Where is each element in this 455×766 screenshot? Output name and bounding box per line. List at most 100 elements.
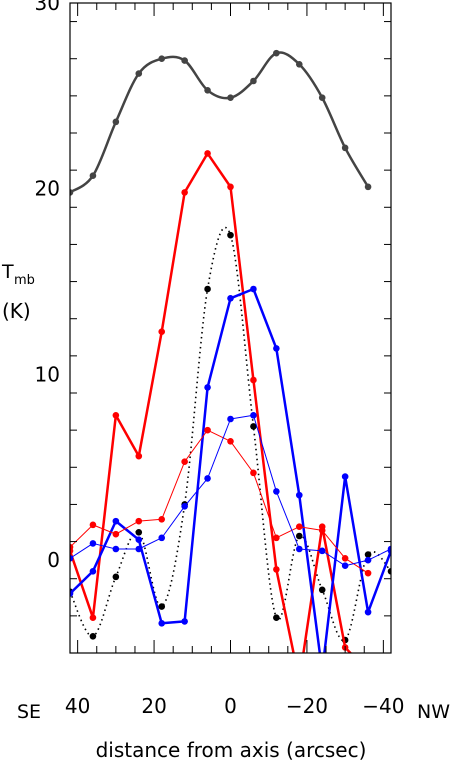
data-point <box>158 328 166 336</box>
data-point <box>181 618 188 625</box>
data-point <box>112 573 120 581</box>
data-point <box>70 554 74 562</box>
data-point <box>296 678 303 685</box>
data-point <box>158 534 166 542</box>
x-axis-right-label: NW <box>417 701 450 723</box>
y-tick-label: 30 <box>35 0 60 15</box>
data-point <box>204 384 211 391</box>
data-point <box>273 49 280 57</box>
data-point <box>273 534 280 542</box>
data-point <box>295 545 303 553</box>
series-line-3 <box>70 152 353 653</box>
data-point <box>204 475 211 482</box>
data-point <box>135 528 143 536</box>
data-point <box>364 183 372 191</box>
data-point <box>135 545 143 553</box>
data-point <box>204 86 211 94</box>
data-point <box>295 491 303 499</box>
data-point <box>135 536 143 544</box>
data-point <box>273 488 280 495</box>
data-point <box>158 603 166 610</box>
data-point <box>250 77 257 85</box>
data-point <box>158 55 166 63</box>
data-point <box>89 614 97 622</box>
data-point <box>135 70 143 77</box>
data-point <box>112 545 120 553</box>
data-point <box>227 183 234 191</box>
data-point <box>250 376 257 384</box>
data-point <box>181 458 188 466</box>
data-point <box>70 590 74 597</box>
ticks-layer <box>70 3 391 654</box>
data-point <box>70 189 74 196</box>
y-tick-label: 0 <box>47 548 60 572</box>
data-point <box>365 668 372 675</box>
data-point <box>227 231 234 239</box>
data-point <box>112 530 120 538</box>
data-point <box>89 521 97 529</box>
data-point <box>112 118 120 126</box>
data-point <box>387 567 391 575</box>
data-point <box>112 517 120 525</box>
data-point <box>227 437 234 445</box>
data-point <box>204 285 211 293</box>
y-tick-label: 10 <box>35 362 60 386</box>
data-point <box>318 586 326 594</box>
data-point <box>295 60 303 68</box>
data-point <box>341 144 349 152</box>
data-point <box>181 57 188 64</box>
data-point <box>273 566 280 573</box>
data-point <box>250 285 257 293</box>
data-point <box>204 150 211 157</box>
data-point <box>227 415 234 423</box>
x-tick-label: 20 <box>141 694 166 718</box>
x-tick-label: −20 <box>286 694 328 718</box>
data-point <box>227 94 234 102</box>
data-point <box>387 545 391 553</box>
data-point <box>181 502 188 510</box>
data-point <box>341 562 349 570</box>
data-point <box>273 614 280 622</box>
data-point <box>70 543 74 551</box>
y-tick-label: 20 <box>35 177 60 201</box>
data-point <box>89 632 97 640</box>
data-point <box>341 554 349 562</box>
data-point <box>112 411 120 419</box>
y-axis-label-main: T <box>1 261 14 283</box>
data-point <box>204 426 211 434</box>
data-point <box>295 532 303 540</box>
data-point <box>273 345 280 352</box>
data-point <box>89 172 97 180</box>
x-axis-title: distance from axis (arcsec) <box>96 738 367 762</box>
data-point <box>319 668 326 675</box>
data-point <box>295 523 303 531</box>
data-point <box>364 569 372 577</box>
x-tick-label: −40 <box>362 694 404 718</box>
data-point <box>89 567 97 575</box>
data-point <box>158 515 166 523</box>
x-axis-left-label: SE <box>17 701 41 723</box>
data-point <box>158 619 166 627</box>
data-point <box>227 294 234 302</box>
data-point <box>364 551 372 558</box>
x-tick-label: 40 <box>65 694 90 718</box>
data-point <box>364 608 372 616</box>
data-point <box>181 189 188 196</box>
data-point <box>318 527 326 534</box>
series-line-5 <box>70 429 369 574</box>
data-point <box>89 540 97 547</box>
x-tick-label: 0 <box>224 694 237 718</box>
series-line-1 <box>70 51 370 194</box>
data-point <box>341 473 349 480</box>
series-line-4 <box>70 287 391 653</box>
series-layer <box>70 49 391 685</box>
data-point <box>250 411 257 419</box>
data-point <box>250 423 257 430</box>
y-axis-label-sub: mb <box>14 273 35 288</box>
data-point <box>364 556 372 564</box>
data-point <box>135 452 143 460</box>
data-point <box>135 517 143 525</box>
y-axis-label-unit: (K) <box>2 299 31 323</box>
